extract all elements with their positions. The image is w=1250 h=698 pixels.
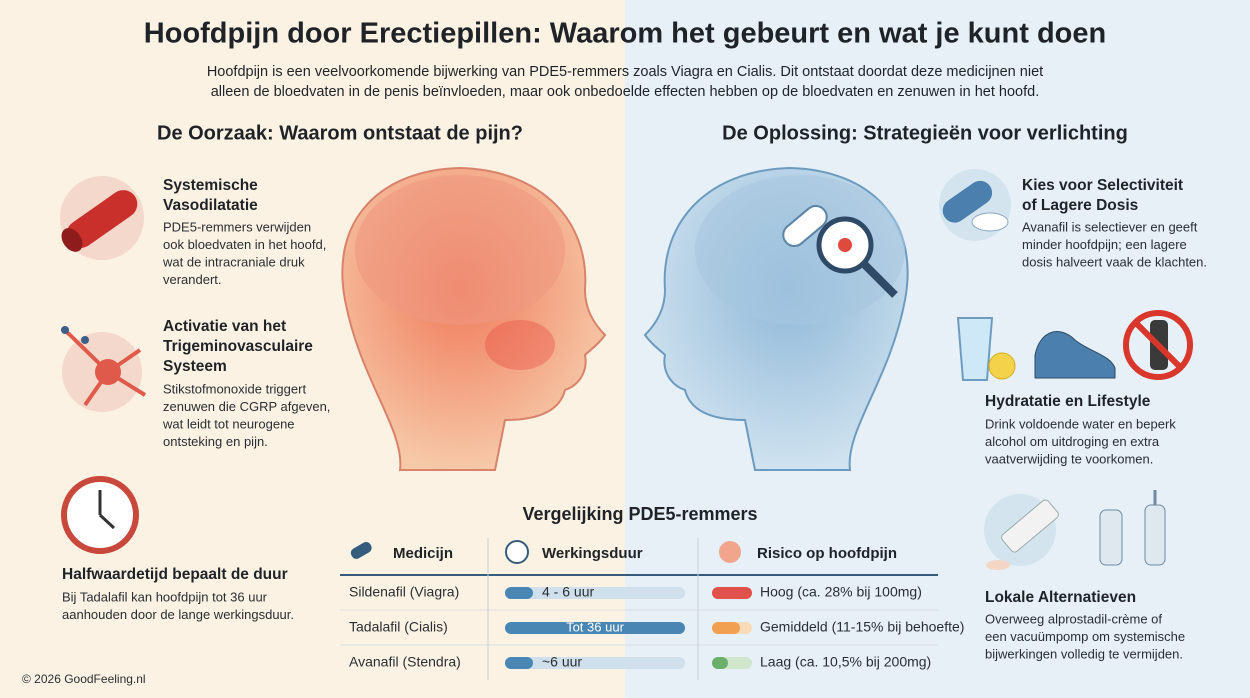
item-body: aanhouden door de lange werkingsduur. <box>62 607 294 622</box>
duration-track <box>505 657 685 669</box>
red-head <box>341 166 607 471</box>
item-body: dosis halveert vaak de klachten. <box>1022 254 1207 269</box>
pump-icon <box>1099 490 1166 566</box>
table-bars <box>505 587 752 669</box>
intro-line: Hoofdpijn is een veelvoorkomende bijwerk… <box>207 64 1043 80</box>
item-body: Drink voldoende water en beperk <box>985 416 1176 431</box>
footer: © 2026 GoodFeeling.nl <box>22 672 146 686</box>
title: Hoofdpijn door Erectiepillen: Waarom het… <box>144 18 1106 50</box>
table-header: Risico op hoofdpijn <box>757 545 897 562</box>
table-header: Werkingsduur <box>542 545 643 562</box>
duration-bar <box>505 587 533 599</box>
vessel-icon <box>60 176 144 260</box>
drug-name: Avanafil (Stendra) <box>349 654 461 670</box>
section-heading: De Oplossing: Strategieën voor verlichti… <box>722 122 1128 144</box>
table-header: Medicijn <box>393 545 453 562</box>
item-title: Kies voor Selectiviteit <box>1022 177 1183 194</box>
pill-icon <box>939 169 1011 241</box>
item-title: Lokale Alternatieven <box>985 589 1136 606</box>
duration-bar <box>505 622 685 634</box>
item-body: Stikstofmonoxide triggert <box>163 381 306 396</box>
item-body: verandert. <box>163 272 222 287</box>
item-title: Trigeminovasculaire <box>163 338 313 355</box>
item-body: Overweeg alprostadil-crème of <box>985 611 1162 626</box>
risk: Gemiddeld (11-15% bij behoefte) <box>760 619 964 635</box>
item-body: ook bloedvaten in het hoofd, <box>163 237 326 252</box>
risk: Hoog (ca. 28% bij 100mg) <box>760 584 922 600</box>
item-title: Activatie van het <box>163 318 286 335</box>
item-body: Bij Tadalafil kan hoofdpijn tot 36 uur <box>62 589 268 604</box>
item-body: minder hoofdpijn; een lagere <box>1022 237 1187 252</box>
item-body: Avanafil is selectiever en geeft <box>1022 219 1198 234</box>
item-body: een vacuümpomp om systemische <box>985 629 1185 644</box>
cream-icon <box>984 494 1059 570</box>
item-title: Hydratatie en Lifestyle <box>985 393 1151 410</box>
item-body: alcohol om uitdroging en extra <box>985 434 1160 449</box>
risk: Laag (ca. 10,5% bij 200mg) <box>760 654 931 670</box>
intro-line: alleen de bloedvaten in de penis beïnvlo… <box>211 84 1040 100</box>
item-body: bijwerkingen volledig te vermijden. <box>985 646 1183 661</box>
duration: 4 - 6 uur <box>542 584 594 600</box>
risk-bar <box>712 622 740 634</box>
item-title: Systeem <box>163 358 227 375</box>
duration-track <box>505 587 685 599</box>
item-title: of Lagere Dosis <box>1022 197 1138 214</box>
section-heading: De Oorzaak: Waarom ontstaat de pijn? <box>157 122 523 144</box>
item-title: Systemische <box>163 177 258 194</box>
drug-name: Tadalafil (Cialis) <box>349 619 448 635</box>
risk-bar <box>712 657 728 669</box>
item-body: zenuwen die CGRP afgeven, <box>163 399 330 414</box>
clock-icon <box>61 476 139 554</box>
risk-bar <box>712 587 752 599</box>
shoe-icon <box>1034 331 1116 379</box>
water-icon <box>956 317 1016 381</box>
blue-head <box>643 166 909 471</box>
duration-bar <box>505 657 533 669</box>
item-title: Halfwaardetijd bepaalt de duur <box>62 566 288 583</box>
item-body: wat leidt tot neurogene <box>162 416 295 431</box>
drug-name: Sildenafil (Viagra) <box>349 584 459 600</box>
item-title: Vasodilatatie <box>163 197 258 214</box>
item-body: ontsteking en pijn. <box>163 434 268 449</box>
table-frame <box>340 538 938 680</box>
duration: Tot 36 uur <box>566 619 624 634</box>
item-body: vaatverwijding te voorkomen. <box>985 451 1153 466</box>
item-body: PDE5-remmers verwijden <box>163 219 311 234</box>
item-body: wat de intracraniale druk <box>162 254 305 269</box>
neuron-icon <box>60 326 147 412</box>
table-title: Vergelijking PDE5-remmers <box>522 504 757 524</box>
duration: ~6 uur <box>542 654 582 670</box>
no-alcohol-icon <box>1123 310 1193 380</box>
